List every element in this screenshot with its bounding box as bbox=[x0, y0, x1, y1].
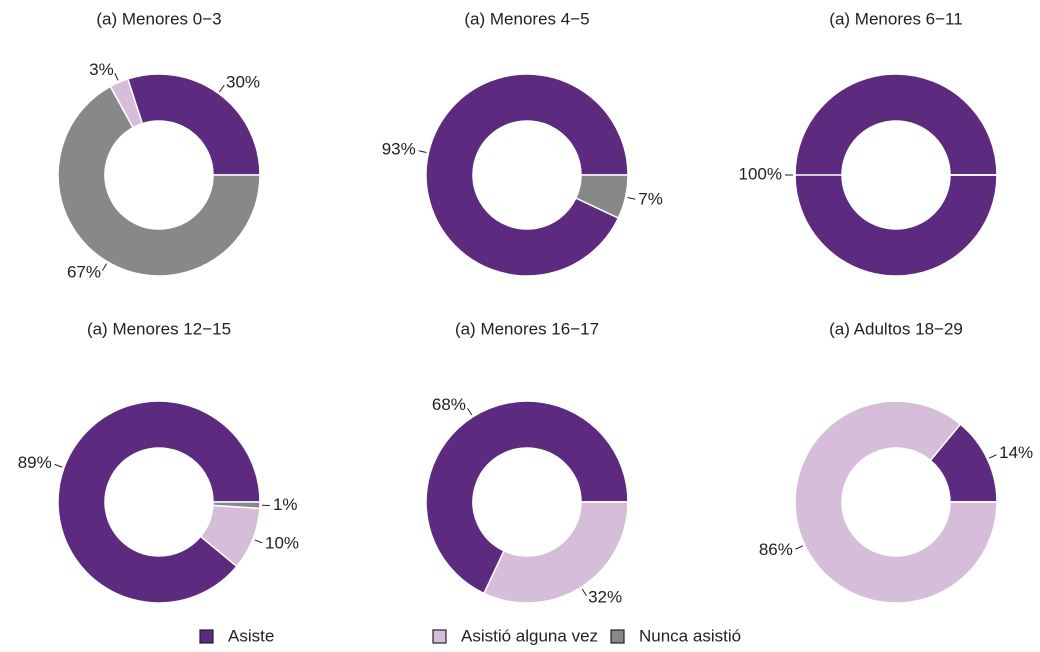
chart-title: (a) Menores 12−15 bbox=[87, 319, 231, 338]
value-label: 89% bbox=[18, 453, 52, 472]
chart-title: (a) Menores 16−17 bbox=[455, 319, 599, 338]
leader-line bbox=[988, 454, 997, 459]
chart-title: (a) Menores 0−3 bbox=[96, 9, 221, 28]
value-label: 100% bbox=[739, 164, 782, 183]
value-label: 86% bbox=[759, 540, 793, 559]
leader-line bbox=[627, 196, 636, 200]
leader-line bbox=[102, 263, 107, 271]
chart-title: (a) Menores 4−5 bbox=[464, 9, 589, 28]
legend-swatch bbox=[610, 629, 625, 644]
value-label: 93% bbox=[382, 140, 416, 159]
donut-segment bbox=[425, 73, 629, 277]
leader-line bbox=[581, 588, 587, 596]
donut-segment bbox=[482, 501, 629, 604]
chart-title: (a) Menores 6−11 bbox=[829, 9, 962, 28]
donut-segment bbox=[212, 501, 261, 510]
leader-line bbox=[54, 463, 63, 468]
value-label: 1% bbox=[273, 495, 298, 514]
legend-label: Asiste bbox=[228, 626, 274, 645]
leader-line bbox=[254, 539, 263, 544]
value-label: 3% bbox=[89, 60, 114, 79]
value-label: 7% bbox=[638, 189, 663, 208]
value-label: 32% bbox=[588, 588, 622, 607]
leader-line bbox=[795, 545, 804, 550]
donut-segment bbox=[574, 174, 629, 220]
leader-line bbox=[418, 150, 427, 154]
chart-title: (a) Adultos 18−29 bbox=[829, 319, 963, 338]
donut-segment bbox=[794, 400, 998, 604]
legend-label: Asistió alguna vez bbox=[461, 626, 598, 645]
leader-line bbox=[219, 84, 225, 92]
donut-segment bbox=[794, 73, 998, 277]
value-label: 30% bbox=[226, 72, 260, 91]
donut-segment bbox=[57, 400, 261, 604]
donut-segment bbox=[57, 85, 261, 277]
legend-swatch bbox=[199, 629, 214, 644]
value-label: 10% bbox=[265, 533, 299, 552]
donut-segment bbox=[425, 400, 629, 595]
legend-label: Nunca asistió bbox=[639, 626, 741, 645]
donut-segment bbox=[126, 73, 261, 176]
leader-line bbox=[467, 408, 473, 416]
value-label: 67% bbox=[67, 263, 101, 282]
leader-line bbox=[114, 72, 119, 81]
value-label: 14% bbox=[999, 443, 1033, 462]
legend-swatch bbox=[432, 629, 447, 644]
value-label: 68% bbox=[432, 395, 466, 414]
